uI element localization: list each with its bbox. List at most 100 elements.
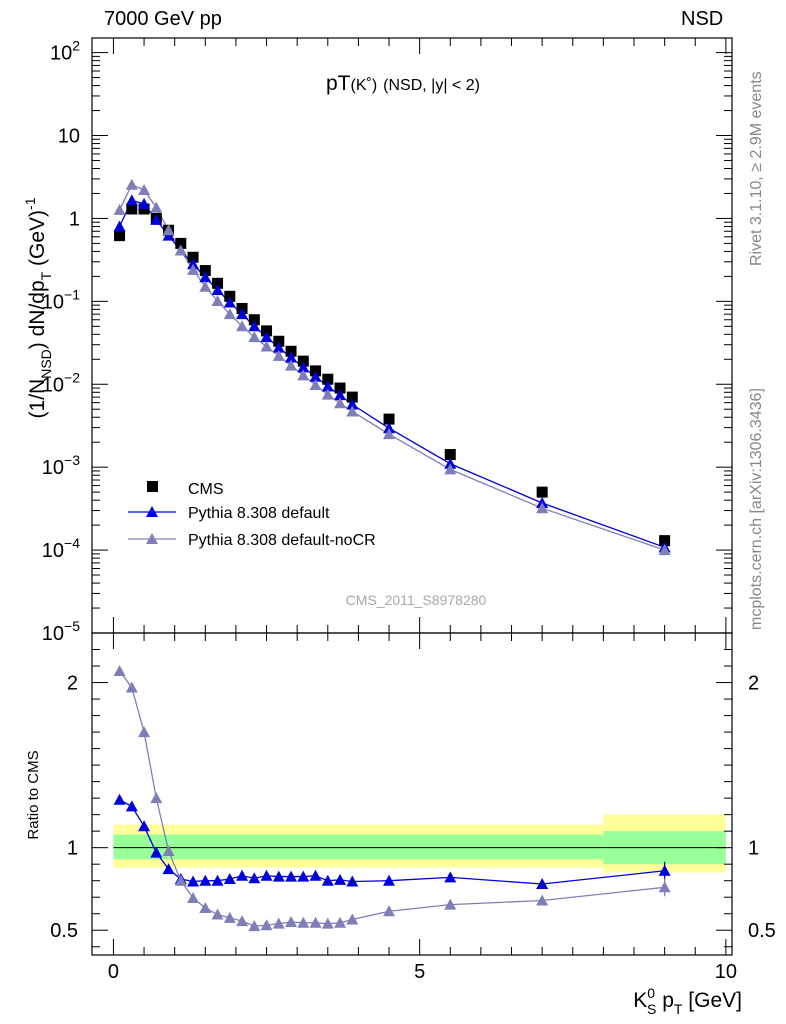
ratio-point: [162, 863, 175, 875]
y-tick-label: 10−4: [42, 535, 80, 562]
ratio-point: [309, 869, 322, 881]
ratio-point: [125, 681, 138, 693]
ratio-point: [125, 800, 138, 812]
ratio-point: [272, 917, 285, 929]
ratio-plot-frame: [91, 632, 733, 956]
data-point-mc: [150, 201, 163, 213]
data-point-cms: [248, 314, 260, 326]
stat-band: [113, 834, 604, 860]
data-point-cms: [383, 413, 395, 425]
ratio-point: [187, 892, 200, 904]
x-tick-label: 0: [108, 961, 119, 983]
data-point-cms: [285, 345, 297, 357]
ratio-point: [211, 908, 224, 920]
data-point-mc: [383, 422, 396, 434]
data-point-cms: [322, 373, 334, 385]
ratio-point: [223, 911, 236, 923]
ratio-point: [150, 846, 163, 858]
y-tick-label: 10: [58, 126, 80, 148]
ratio-point: [150, 792, 163, 804]
ratio-y-tick-label-left: 2: [67, 673, 78, 695]
data-point-mc: [174, 244, 187, 256]
data-point-mc: [334, 389, 347, 401]
data-point-mc: [211, 284, 224, 296]
data-point-cms: [175, 237, 187, 249]
ratio-point: [321, 917, 334, 929]
ratio-point: [248, 920, 261, 932]
data-point-mc: [150, 213, 163, 225]
ratio-point: [248, 872, 261, 884]
data-point-mc: [187, 258, 200, 270]
data-point-mc: [346, 398, 359, 410]
ratio-point: [138, 726, 151, 738]
y-tick-label: 102: [50, 38, 80, 65]
ratio-data-marks: [113, 664, 671, 932]
ratio-point: [346, 913, 359, 925]
ratio-point: [536, 894, 549, 906]
ratio-point: [346, 875, 359, 887]
data-point-mc: [285, 359, 298, 371]
x-tick-label: 5: [414, 961, 425, 983]
ratio-line: [119, 670, 665, 927]
data-point-cms: [126, 203, 138, 215]
ratio-point: [113, 793, 126, 805]
analysis-watermark: CMS_2011_S8978280: [346, 592, 487, 608]
data-point-cms: [114, 230, 126, 242]
ratio-point: [174, 874, 187, 886]
data-point-mc: [138, 197, 151, 209]
ratio-point: [285, 915, 298, 927]
ratio-point: [211, 874, 224, 886]
process-label: NSD: [681, 8, 724, 30]
ratio-point: [260, 919, 273, 931]
ratio-point: [260, 869, 273, 881]
data-point-mc: [444, 463, 457, 475]
data-point-mc: [536, 502, 549, 514]
data-point-cms: [187, 251, 199, 263]
data-point-cms: [138, 203, 150, 215]
legend-marker-nocr: [146, 533, 158, 544]
data-point-mc: [199, 280, 212, 292]
legend: CMS Pythia 8.308 default Pythia 8.308 de…: [128, 481, 376, 549]
legend-label-cms: CMS: [188, 481, 224, 498]
ratio-point: [444, 871, 457, 883]
ratio-point: [272, 870, 285, 882]
data-point-mc: [297, 369, 310, 381]
data-point-cms: [212, 277, 224, 289]
main-y-axis-label: (1/NNSD) dN/dpT (GeV)-1: [22, 197, 54, 418]
y-tick-label: 1: [69, 208, 80, 230]
data-point-mc: [321, 380, 334, 392]
ratio-point: [162, 844, 175, 856]
data-point-mc: [260, 331, 273, 343]
ratio-y-tick-label-right: 2: [748, 673, 759, 695]
ratio-point: [187, 875, 200, 887]
ratio-point: [113, 664, 126, 676]
data-point-mc: [658, 544, 671, 556]
main-data-marks: [113, 178, 671, 556]
data-point-mc: [223, 296, 236, 308]
ratio-point: [138, 820, 151, 832]
ratio-point: [236, 869, 249, 881]
data-point-cms: [297, 355, 309, 367]
ratio-point: [321, 874, 334, 886]
y-tick-label: 10−5: [42, 618, 80, 645]
ratio-uncertainty-bands: [113, 814, 726, 873]
data-point-mc: [260, 340, 273, 352]
data-point-mc: [346, 405, 359, 417]
data-point-mc: [211, 294, 224, 306]
ratio-point: [285, 870, 298, 882]
ratio-point: [536, 877, 549, 889]
ratio-point: [383, 874, 396, 886]
ratio-point: [297, 870, 310, 882]
data-point-mc: [236, 308, 249, 320]
ratio-line: [119, 799, 665, 885]
data-point-cms: [273, 335, 285, 347]
y-tick-label: 10−3: [42, 452, 80, 479]
data-point-mc: [199, 271, 212, 283]
data-point-mc: [272, 341, 285, 353]
legend-marker-default: [146, 506, 158, 517]
data-point-cms: [224, 290, 236, 302]
svg-text:Ratio to CMS: Ratio to CMS: [25, 750, 42, 839]
data-point-cms: [334, 382, 346, 394]
data-point-cms: [536, 486, 548, 498]
ratio-point: [236, 915, 249, 927]
